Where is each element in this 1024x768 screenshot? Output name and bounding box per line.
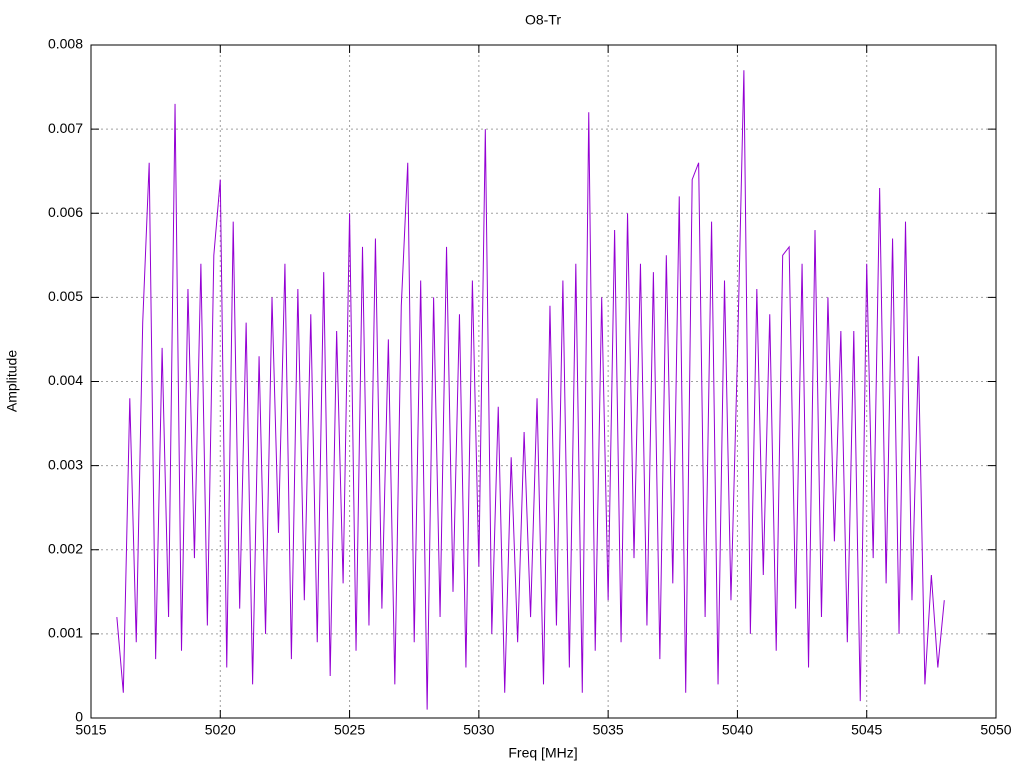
x-tick-label: 5025 (334, 722, 365, 738)
y-tick-label: 0.007 (48, 120, 83, 136)
y-tick-label: 0.001 (48, 625, 83, 641)
x-axis-label: Freq [MHz] (508, 745, 577, 761)
x-tick-label: 5015 (75, 722, 106, 738)
x-tick-label: 5050 (980, 722, 1011, 738)
x-tick-label: 5030 (463, 722, 494, 738)
x-tick-label: 5020 (205, 722, 236, 738)
x-tick-label: 5045 (851, 722, 882, 738)
y-tick-label: 0.003 (48, 456, 83, 472)
x-tick-label: 5035 (593, 722, 624, 738)
x-tick-label: 5040 (722, 722, 753, 738)
y-tick-label: 0.006 (48, 204, 83, 220)
y-axis-label: Amplitude (4, 350, 20, 412)
y-tick-label: 0.005 (48, 288, 83, 304)
y-tick-label: 0.004 (48, 372, 83, 388)
data-line (116, 70, 945, 710)
y-tick-label: 0.008 (48, 36, 83, 52)
y-tick-label: 0 (75, 709, 83, 725)
y-tick-label: 0.002 (48, 540, 83, 556)
chart-title: O8-Tr (525, 12, 561, 28)
plot-frame (90, 44, 997, 719)
